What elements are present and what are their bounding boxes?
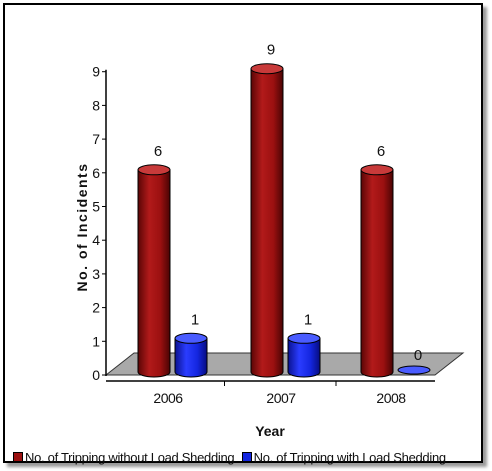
bar-body	[287, 337, 321, 378]
y-axis-label: No. of Incidents	[74, 163, 90, 292]
y-tick-label: 7	[92, 131, 100, 147]
bar-top	[174, 332, 208, 344]
x-axis-label: Year	[255, 423, 285, 439]
data-label: 1	[304, 311, 312, 328]
y-tick-label: 6	[92, 165, 100, 181]
bar	[137, 164, 171, 378]
bar-body	[174, 337, 208, 378]
data-label: 6	[154, 143, 162, 160]
bar	[360, 164, 394, 378]
x-tick-label: 2006	[153, 390, 183, 406]
bar	[250, 63, 284, 378]
legend-swatch-red	[13, 452, 23, 462]
y-tick-label: 4	[92, 232, 100, 248]
x-tick-label: 2008	[376, 390, 406, 406]
data-label: 6	[377, 143, 385, 160]
bar-top	[287, 332, 321, 344]
bar	[174, 332, 208, 378]
data-label: 0	[414, 347, 422, 364]
bar-top	[360, 164, 394, 176]
bar-top	[137, 164, 171, 176]
bar	[397, 365, 431, 375]
data-label: 1	[191, 311, 199, 328]
legend-label: No. of Tripping without Load Shedding	[25, 450, 235, 465]
bar-body	[250, 68, 284, 378]
x-tick-label: 2007	[266, 390, 296, 406]
y-tick-label: 8	[92, 97, 100, 113]
y-tick-label: 9	[92, 64, 100, 80]
y-tick-label: 3	[92, 266, 100, 282]
legend-label: No. of Tripping with Load Shedding	[253, 450, 446, 465]
data-label: 9	[267, 42, 275, 59]
bar-body	[360, 169, 394, 378]
bar-chart: 0 1 2 3 4 5 6 7 8 9 2006 2007 2008 6 9 6 1 1 0 No. of Inc…	[74, 42, 465, 439]
legend: No. of Tripping without Load Shedding No…	[13, 450, 450, 465]
legend-swatch-blue	[241, 452, 252, 462]
y-tick-label: 5	[92, 199, 100, 215]
bar-top	[250, 63, 284, 75]
legend-item-with-load-shedding: No. of Tripping with Load Shedding	[241, 450, 446, 465]
legend-item-without-load-shedding: No. of Tripping without Load Shedding	[13, 450, 235, 465]
y-tick-label: 1	[92, 333, 100, 349]
bar	[287, 332, 321, 378]
bar-body	[137, 169, 171, 378]
y-tick-label: 0	[92, 367, 100, 383]
chart-frame: 0 1 2 3 4 5 6 7 8 9 2006 2007 2008 6 9 6 1 1 0 No. of Inc…	[3, 3, 483, 465]
y-tick-label: 2	[92, 300, 100, 316]
